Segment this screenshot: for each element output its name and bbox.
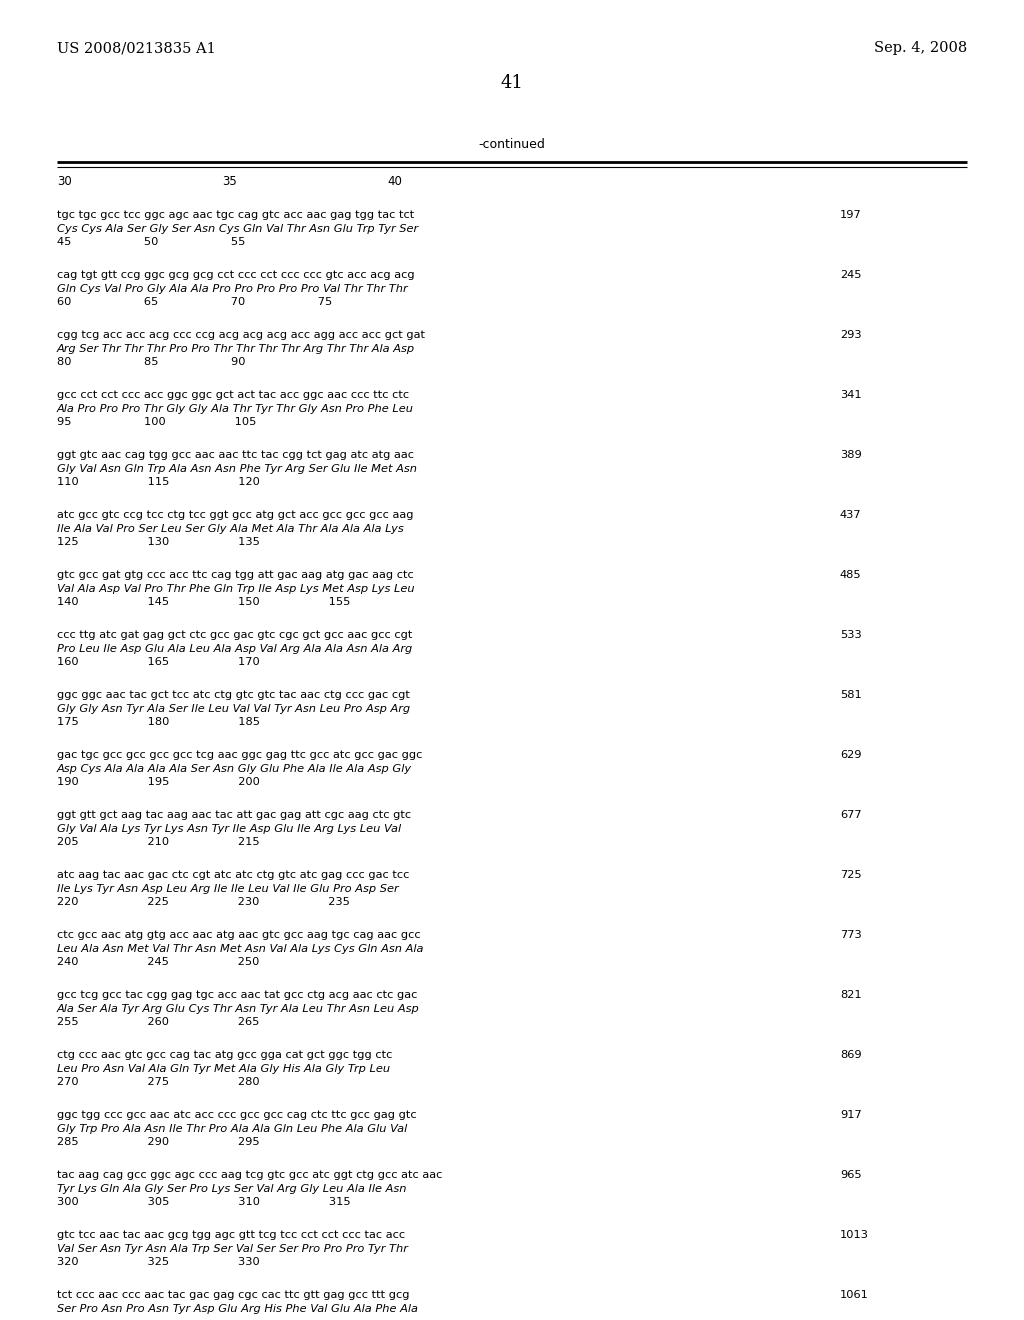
Text: 40: 40 [387,176,401,187]
Text: 300                   305                   310                   315: 300 305 310 315 [57,1197,350,1206]
Text: 270                   275                   280: 270 275 280 [57,1077,260,1086]
Text: ctc gcc aac atg gtg acc aac atg aac gtc gcc aag tgc cag aac gcc: ctc gcc aac atg gtg acc aac atg aac gtc … [57,931,421,940]
Text: 725: 725 [840,870,861,880]
Text: tac aag cag gcc ggc agc ccc aag tcg gtc gcc atc ggt ctg gcc atc aac: tac aag cag gcc ggc agc ccc aag tcg gtc … [57,1170,442,1180]
Text: Tyr Lys Gln Ala Gly Ser Pro Lys Ser Val Arg Gly Leu Ala Ile Asn: Tyr Lys Gln Ala Gly Ser Pro Lys Ser Val … [57,1184,407,1193]
Text: Val Ser Asn Tyr Asn Ala Trp Ser Val Ser Ser Pro Pro Pro Tyr Thr: Val Ser Asn Tyr Asn Ala Trp Ser Val Ser … [57,1243,408,1254]
Text: ggc ggc aac tac gct tcc atc ctg gtc gtc tac aac ctg ccc gac cgt: ggc ggc aac tac gct tcc atc ctg gtc gtc … [57,690,410,700]
Text: Ala Pro Pro Pro Thr Gly Gly Ala Thr Tyr Thr Gly Asn Pro Phe Leu: Ala Pro Pro Pro Thr Gly Gly Ala Thr Tyr … [57,404,414,413]
Text: 125                   130                   135: 125 130 135 [57,537,260,546]
Text: 677: 677 [840,810,861,820]
Text: 80                    85                    90: 80 85 90 [57,356,246,367]
Text: 285                   290                   295: 285 290 295 [57,1137,260,1147]
Text: 110                   115                   120: 110 115 120 [57,477,260,487]
Text: 197: 197 [840,210,862,220]
Text: ggc tgg ccc gcc aac atc acc ccc gcc gcc cag ctc ttc gcc gag gtc: ggc tgg ccc gcc aac atc acc ccc gcc gcc … [57,1110,417,1119]
Text: cgg tcg acc acc acg ccc ccg acg acg acg acc agg acc acc gct gat: cgg tcg acc acc acg ccc ccg acg acg acg … [57,330,425,341]
Text: Leu Pro Asn Val Ala Gln Tyr Met Ala Gly His Ala Gly Trp Leu: Leu Pro Asn Val Ala Gln Tyr Met Ala Gly … [57,1064,390,1073]
Text: Gly Val Ala Lys Tyr Lys Asn Tyr Ile Asp Glu Ile Arg Lys Leu Val: Gly Val Ala Lys Tyr Lys Asn Tyr Ile Asp … [57,824,401,833]
Text: 175                   180                   185: 175 180 185 [57,717,260,727]
Text: 1013: 1013 [840,1230,869,1239]
Text: 1061: 1061 [840,1290,869,1300]
Text: Gly Trp Pro Ala Asn Ile Thr Pro Ala Ala Gln Leu Phe Ala Glu Val: Gly Trp Pro Ala Asn Ile Thr Pro Ala Ala … [57,1123,408,1134]
Text: 245: 245 [840,271,861,280]
Text: 205                   210                   215: 205 210 215 [57,837,260,847]
Text: 629: 629 [840,750,861,760]
Text: Ile Ala Val Pro Ser Leu Ser Gly Ala Met Ala Thr Ala Ala Ala Lys: Ile Ala Val Pro Ser Leu Ser Gly Ala Met … [57,524,403,533]
Text: ctg ccc aac gtc gcc cag tac atg gcc gga cat gct ggc tgg ctc: ctg ccc aac gtc gcc cag tac atg gcc gga … [57,1049,392,1060]
Text: 255                   260                   265: 255 260 265 [57,1016,259,1027]
Text: gcc tcg gcc tac cgg gag tgc acc aac tat gcc ctg acg aac ctc gac: gcc tcg gcc tac cgg gag tgc acc aac tat … [57,990,418,1001]
Text: 821: 821 [840,990,861,1001]
Text: atc gcc gtc ccg tcc ctg tcc ggt gcc atg gct acc gcc gcc gcc aag: atc gcc gtc ccg tcc ctg tcc ggt gcc atg … [57,510,414,520]
Text: Pro Leu Ile Asp Glu Ala Leu Ala Asp Val Arg Ala Ala Asn Ala Arg: Pro Leu Ile Asp Glu Ala Leu Ala Asp Val … [57,644,413,653]
Text: 220                   225                   230                   235: 220 225 230 235 [57,898,350,907]
Text: gtc tcc aac tac aac gcg tgg agc gtt tcg tcc cct cct ccc tac acc: gtc tcc aac tac aac gcg tgg agc gtt tcg … [57,1230,406,1239]
Text: tct ccc aac ccc aac tac gac gag cgc cac ttc gtt gag gcc ttt gcg: tct ccc aac ccc aac tac gac gag cgc cac … [57,1290,410,1300]
Text: Gly Val Asn Gln Trp Ala Asn Asn Phe Tyr Arg Ser Glu Ile Met Asn: Gly Val Asn Gln Trp Ala Asn Asn Phe Tyr … [57,463,417,474]
Text: 240                   245                   250: 240 245 250 [57,957,259,968]
Text: 41: 41 [501,74,523,92]
Text: ggt gtt gct aag tac aag aac tac att gac gag att cgc aag ctc gtc: ggt gtt gct aag tac aag aac tac att gac … [57,810,411,820]
Text: 389: 389 [840,450,862,459]
Text: 160                   165                   170: 160 165 170 [57,657,260,667]
Text: 965: 965 [840,1170,861,1180]
Text: Ile Lys Tyr Asn Asp Leu Arg Ile Ile Leu Val Ile Glu Pro Asp Ser: Ile Lys Tyr Asn Asp Leu Arg Ile Ile Leu … [57,883,398,894]
Text: 869: 869 [840,1049,861,1060]
Text: gac tgc gcc gcc gcc gcc tcg aac ggc gag ttc gcc atc gcc gac ggc: gac tgc gcc gcc gcc gcc tcg aac ggc gag … [57,750,422,760]
Text: 95                    100                   105: 95 100 105 [57,417,256,426]
Text: cag tgt gtt ccg ggc gcg gcg cct ccc cct ccc ccc gtc acc acg acg: cag tgt gtt ccg ggc gcg gcg cct ccc cct … [57,271,415,280]
Text: gtc gcc gat gtg ccc acc ttc cag tgg att gac aag atg gac aag ctc: gtc gcc gat gtg ccc acc ttc cag tgg att … [57,570,414,579]
Text: 293: 293 [840,330,861,341]
Text: 320                   325                   330: 320 325 330 [57,1257,260,1267]
Text: gcc cct cct ccc acc ggc ggc gct act tac acc ggc aac ccc ttc ctc: gcc cct cct ccc acc ggc ggc gct act tac … [57,389,410,400]
Text: ggt gtc aac cag tgg gcc aac aac ttc tac cgg tct gag atc atg aac: ggt gtc aac cag tgg gcc aac aac ttc tac … [57,450,414,459]
Text: Cys Cys Ala Ser Gly Ser Asn Cys Gln Val Thr Asn Glu Trp Tyr Ser: Cys Cys Ala Ser Gly Ser Asn Cys Gln Val … [57,223,418,234]
Text: 485: 485 [840,570,861,579]
Text: 60                    65                    70                    75: 60 65 70 75 [57,297,332,308]
Text: 190                   195                   200: 190 195 200 [57,777,260,787]
Text: Sep. 4, 2008: Sep. 4, 2008 [873,41,967,55]
Text: 533: 533 [840,630,862,640]
Text: ccc ttg atc gat gag gct ctc gcc gac gtc cgc gct gcc aac gcc cgt: ccc ttg atc gat gag gct ctc gcc gac gtc … [57,630,413,640]
Text: Leu Ala Asn Met Val Thr Asn Met Asn Val Ala Lys Cys Gln Asn Ala: Leu Ala Asn Met Val Thr Asn Met Asn Val … [57,944,424,953]
Text: Ala Ser Ala Tyr Arg Glu Cys Thr Asn Tyr Ala Leu Thr Asn Leu Asp: Ala Ser Ala Tyr Arg Glu Cys Thr Asn Tyr … [57,1003,420,1014]
Text: Ser Pro Asn Pro Asn Tyr Asp Glu Arg His Phe Val Glu Ala Phe Ala: Ser Pro Asn Pro Asn Tyr Asp Glu Arg His … [57,1304,418,1313]
Text: Val Ala Asp Val Pro Thr Phe Gln Trp Ile Asp Lys Met Asp Lys Leu: Val Ala Asp Val Pro Thr Phe Gln Trp Ile … [57,583,415,594]
Text: 35: 35 [222,176,237,187]
Text: atc aag tac aac gac ctc cgt atc atc ctg gtc atc gag ccc gac tcc: atc aag tac aac gac ctc cgt atc atc ctg … [57,870,410,880]
Text: US 2008/0213835 A1: US 2008/0213835 A1 [57,41,216,55]
Text: 581: 581 [840,690,862,700]
Text: 341: 341 [840,389,861,400]
Text: Asp Cys Ala Ala Ala Ala Ser Asn Gly Glu Phe Ala Ile Ala Asp Gly: Asp Cys Ala Ala Ala Ala Ser Asn Gly Glu … [57,763,412,774]
Text: 773: 773 [840,931,862,940]
Text: 437: 437 [840,510,861,520]
Text: 30: 30 [57,176,72,187]
Text: Gly Gly Asn Tyr Ala Ser Ile Leu Val Val Tyr Asn Leu Pro Asp Arg: Gly Gly Asn Tyr Ala Ser Ile Leu Val Val … [57,704,411,714]
Text: 45                    50                    55: 45 50 55 [57,238,246,247]
Text: 917: 917 [840,1110,862,1119]
Text: -continued: -continued [478,139,546,150]
Text: Arg Ser Thr Thr Thr Pro Pro Thr Thr Thr Thr Arg Thr Thr Ala Asp: Arg Ser Thr Thr Thr Pro Pro Thr Thr Thr … [57,343,415,354]
Text: tgc tgc gcc tcc ggc agc aac tgc cag gtc acc aac gag tgg tac tct: tgc tgc gcc tcc ggc agc aac tgc cag gtc … [57,210,415,220]
Text: Gln Cys Val Pro Gly Ala Ala Pro Pro Pro Pro Pro Val Thr Thr Thr: Gln Cys Val Pro Gly Ala Ala Pro Pro Pro … [57,284,408,293]
Text: 140                   145                   150                   155: 140 145 150 155 [57,597,350,607]
